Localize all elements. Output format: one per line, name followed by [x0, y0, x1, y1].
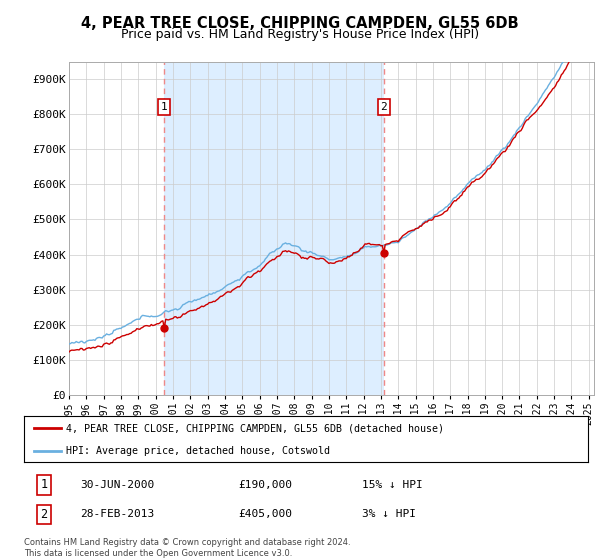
Text: 1: 1	[40, 478, 47, 492]
Text: 2: 2	[380, 102, 387, 112]
Text: 4, PEAR TREE CLOSE, CHIPPING CAMPDEN, GL55 6DB: 4, PEAR TREE CLOSE, CHIPPING CAMPDEN, GL…	[81, 16, 519, 31]
Text: 28-FEB-2013: 28-FEB-2013	[80, 510, 155, 520]
Text: HPI: Average price, detached house, Cotswold: HPI: Average price, detached house, Cots…	[66, 446, 331, 455]
Text: 30-JUN-2000: 30-JUN-2000	[80, 480, 155, 490]
Bar	[164, 62, 384, 395]
Text: 2: 2	[40, 508, 47, 521]
Text: Price paid vs. HM Land Registry's House Price Index (HPI): Price paid vs. HM Land Registry's House …	[121, 28, 479, 41]
Text: 3% ↓ HPI: 3% ↓ HPI	[362, 510, 416, 520]
Text: 15% ↓ HPI: 15% ↓ HPI	[362, 480, 423, 490]
Text: 4, PEAR TREE CLOSE, CHIPPING CAMPDEN, GL55 6DB (detached house): 4, PEAR TREE CLOSE, CHIPPING CAMPDEN, GL…	[66, 423, 444, 433]
Text: £190,000: £190,000	[238, 480, 292, 490]
Text: £405,000: £405,000	[238, 510, 292, 520]
Text: Contains HM Land Registry data © Crown copyright and database right 2024.
This d: Contains HM Land Registry data © Crown c…	[24, 538, 350, 558]
Text: 1: 1	[161, 102, 167, 112]
